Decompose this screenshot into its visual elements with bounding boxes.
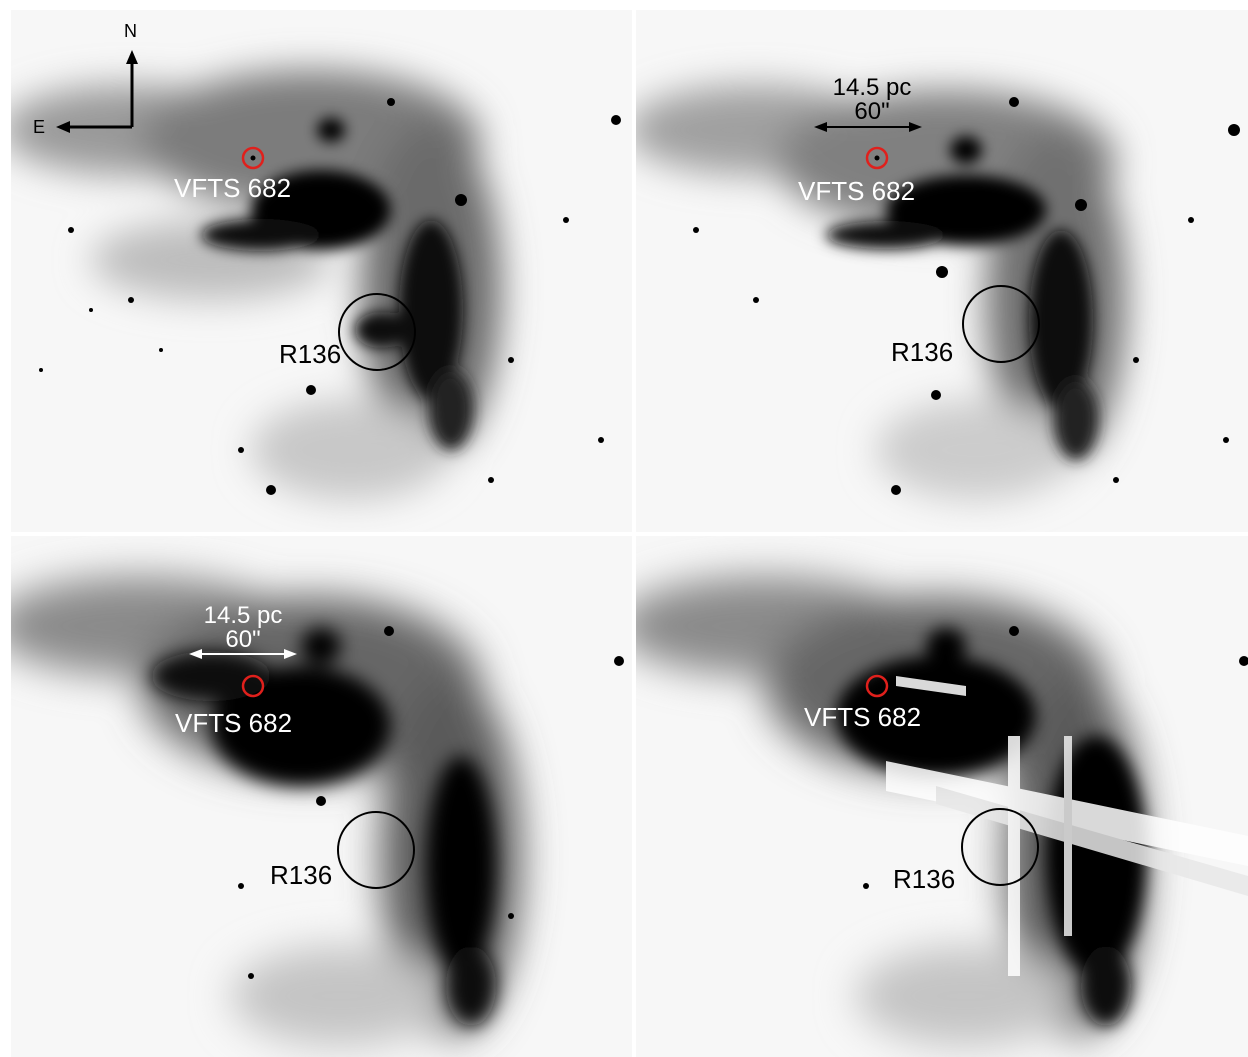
star-label: VFTS 682 bbox=[175, 708, 293, 738]
cluster-label: R136 bbox=[891, 337, 954, 367]
star-label: VFTS 682 bbox=[174, 173, 292, 203]
scale-label: 14.5 pc 60" bbox=[183, 604, 303, 652]
scale-arcsec-label: 60" bbox=[854, 98, 890, 125]
cluster-label: R136 bbox=[893, 864, 956, 894]
nebula-image bbox=[636, 10, 1248, 532]
star-label: VFTS 682 bbox=[798, 176, 916, 206]
nebula-image bbox=[636, 536, 1248, 1057]
panel-bottom-left: 14.5 pc 60" VFTS 682 R136 bbox=[11, 536, 632, 1057]
compass-north-label: N bbox=[124, 21, 137, 41]
panel-top-right: 14.5 pc 60" VFTS 682 R136 bbox=[636, 10, 1248, 532]
scale-arcsec-label: 60" bbox=[225, 626, 261, 653]
panel-top-left: N E VFTS 682 R136 bbox=[11, 10, 632, 532]
scale-pc-label: 14.5 pc bbox=[832, 74, 912, 101]
compass-east-label: E bbox=[33, 117, 46, 137]
nebula-image bbox=[11, 536, 632, 1057]
panel-bottom-right: VFTS 682 R136 bbox=[636, 536, 1248, 1057]
cluster-label: R136 bbox=[270, 860, 333, 890]
scale-label: 14.5 pc 60" bbox=[812, 76, 932, 124]
nebula-image bbox=[11, 10, 632, 532]
scale-pc-label: 14.5 pc bbox=[203, 602, 283, 629]
star-label: VFTS 682 bbox=[804, 702, 922, 732]
cluster-label: R136 bbox=[279, 339, 342, 369]
